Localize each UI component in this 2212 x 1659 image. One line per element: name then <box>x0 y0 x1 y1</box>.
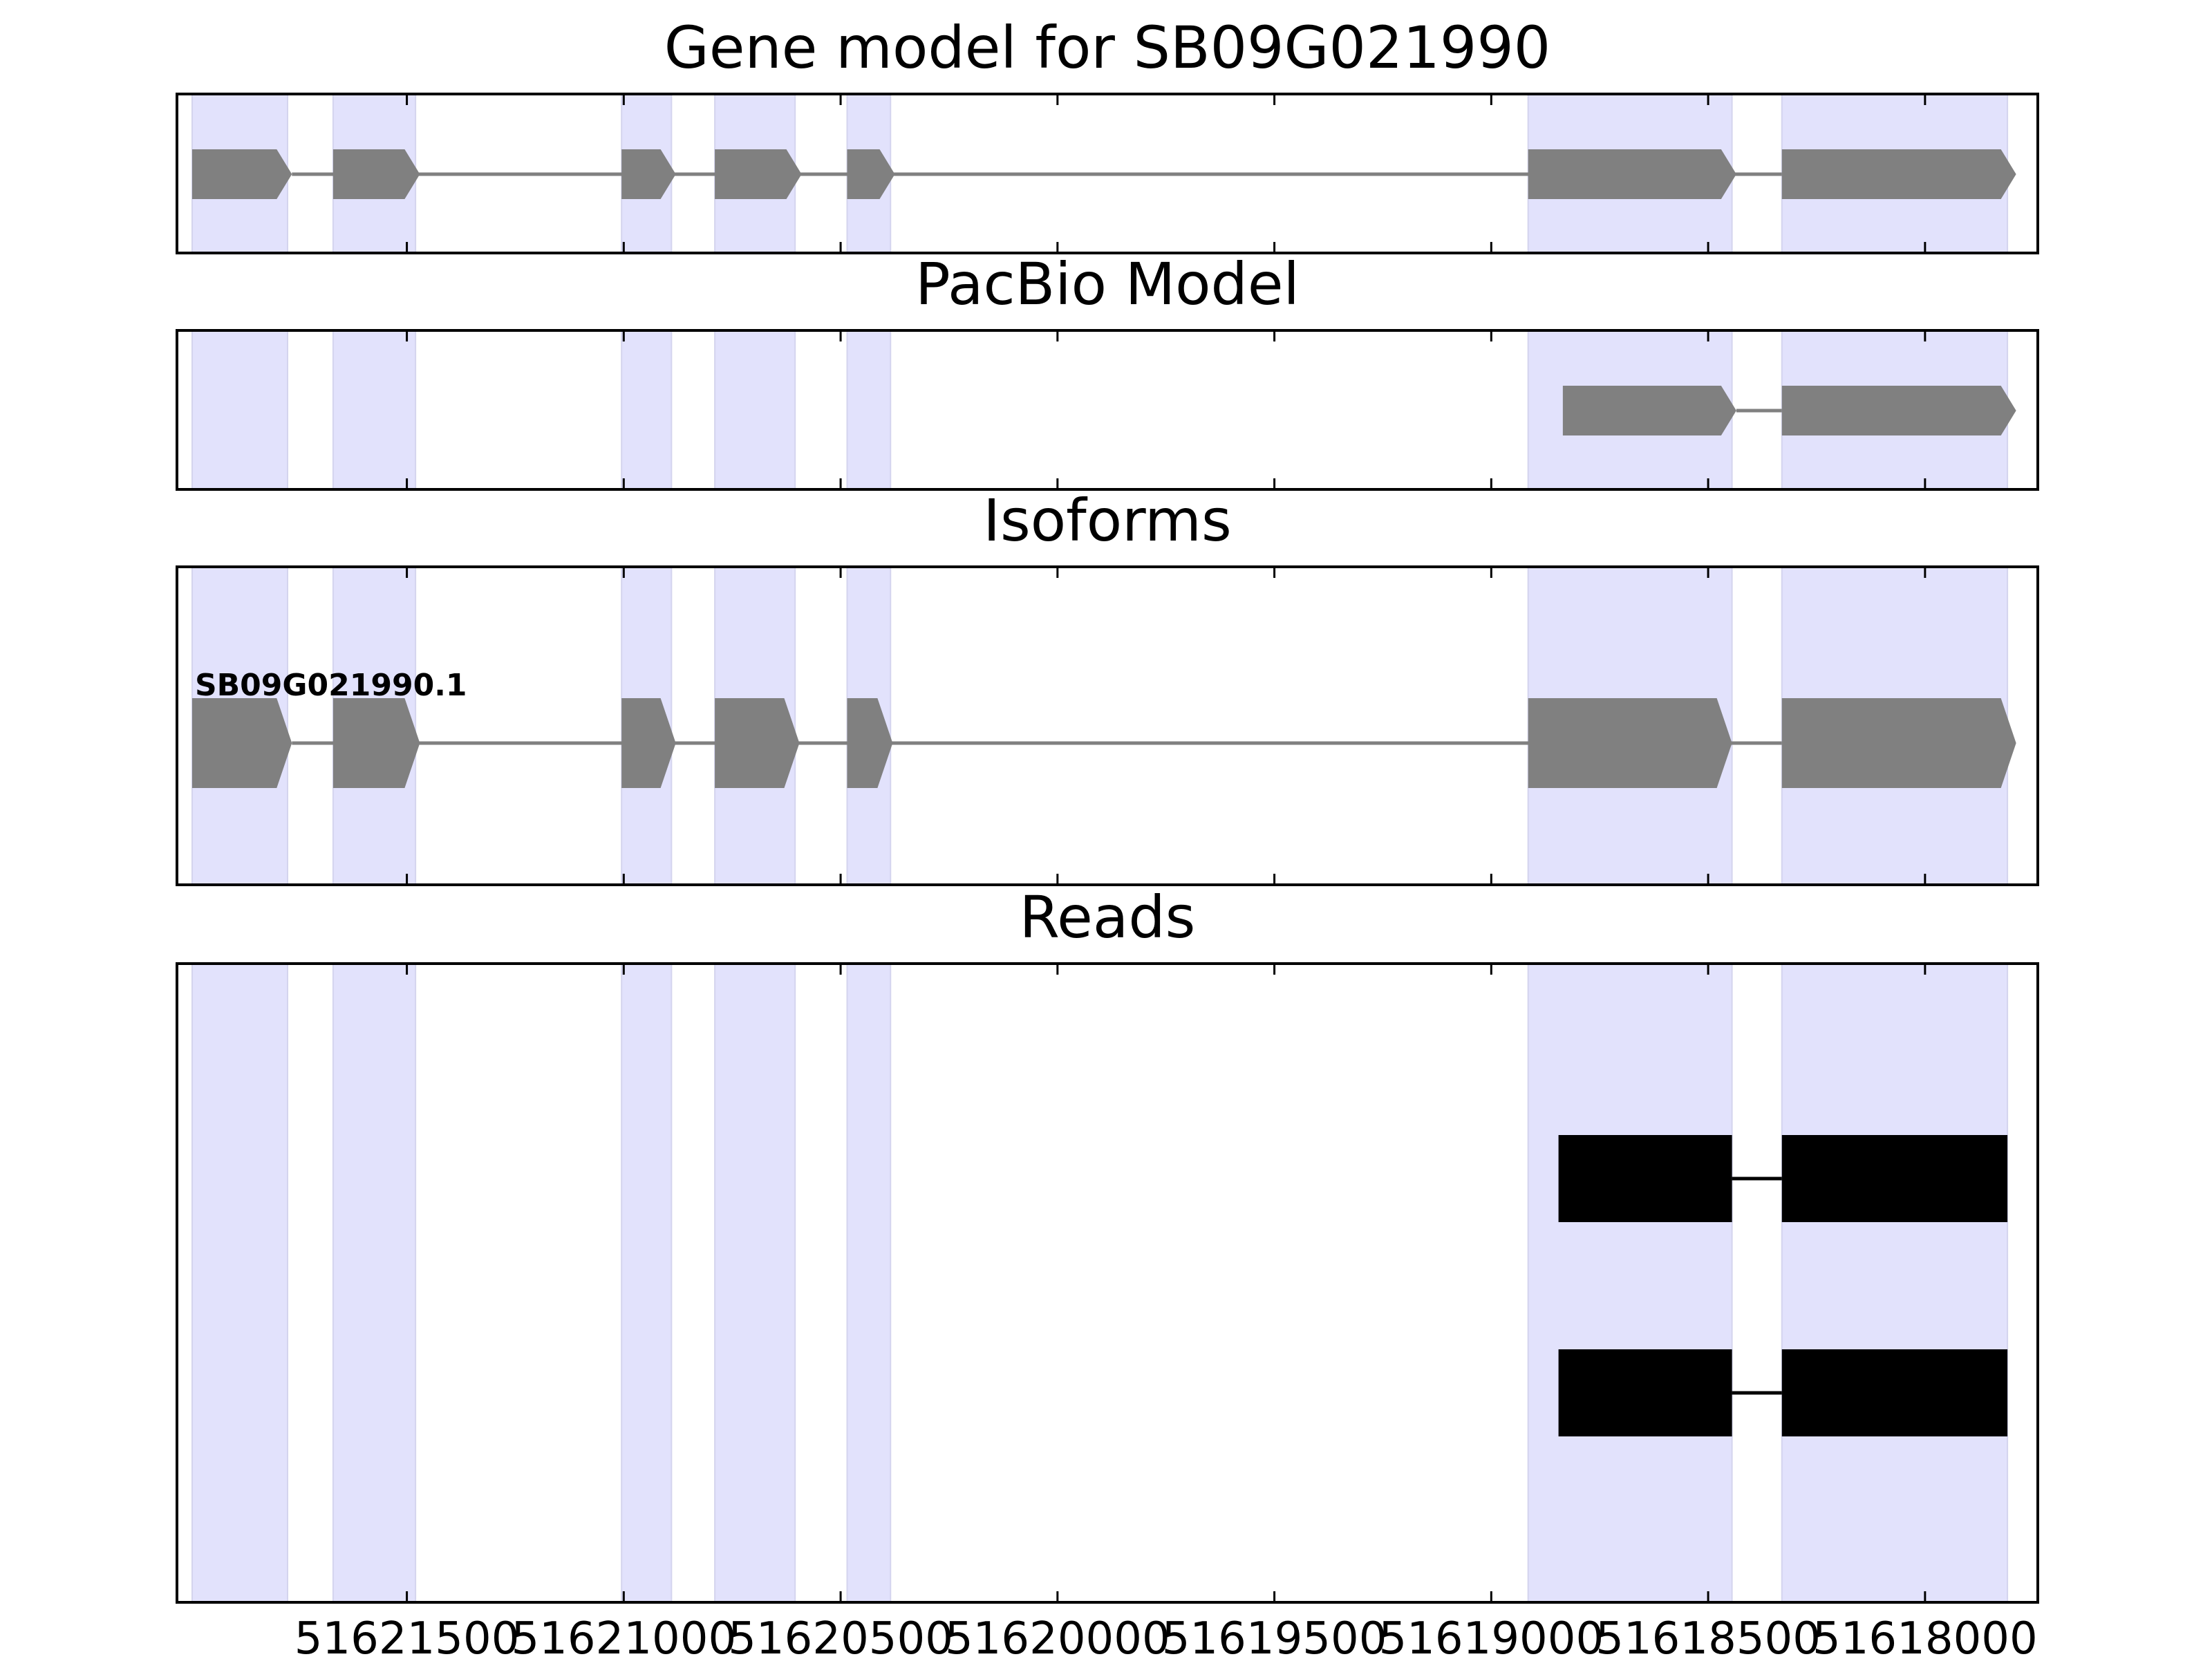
x-tick-label-4: 51619500 <box>1162 1613 1387 1659</box>
exon-gene-model-3 <box>715 149 802 199</box>
axes-frame-reads <box>176 962 2039 1604</box>
highlight-band-pacbio-model-4 <box>846 330 892 490</box>
read-0-block-1 <box>1781 1135 2008 1222</box>
x-tick-label-6: 51618500 <box>1595 1613 1821 1659</box>
exon-gene-model-6 <box>1781 149 2016 199</box>
highlight-band-reads-2 <box>621 963 673 1603</box>
highlight-band-reads-1 <box>332 963 417 1603</box>
exon-isoforms-0 <box>191 698 292 788</box>
exon-gene-model-0 <box>191 149 292 199</box>
x-tick-label-7: 51618000 <box>1812 1613 2038 1659</box>
axes-frame-gene-model <box>176 93 2039 254</box>
highlight-band-pacbio-model-2 <box>621 330 673 490</box>
exon-pacbio-model-1 <box>1781 386 2016 435</box>
exon-isoforms-1 <box>332 698 420 788</box>
x-tick-label-5: 51619000 <box>1378 1613 1604 1659</box>
highlight-band-pacbio-model-0 <box>191 330 289 490</box>
exon-pacbio-model-0 <box>1562 386 1736 435</box>
exon-isoforms-4 <box>847 698 893 788</box>
read-1-block-1 <box>1781 1349 2008 1436</box>
x-tick-label-0: 51621500 <box>294 1613 520 1659</box>
x-tick-label-1: 51621000 <box>511 1613 736 1659</box>
exon-isoforms-6 <box>1781 698 2016 788</box>
exon-isoforms-5 <box>1528 698 1732 788</box>
isoform-label: SB09G021990.1 <box>195 668 467 703</box>
x-tick-label-3: 51620000 <box>945 1613 1170 1659</box>
highlight-band-reads-3 <box>714 963 796 1603</box>
gene-model-title: Gene model for SB09G021990 <box>664 14 1550 82</box>
highlight-band-pacbio-model-1 <box>332 330 417 490</box>
highlight-band-pacbio-model-3 <box>714 330 796 490</box>
axes-frame-pacbio-model <box>176 329 2039 491</box>
exon-isoforms-2 <box>621 698 676 788</box>
x-tick-label-2: 51620500 <box>728 1613 953 1659</box>
reads-title: Reads <box>1020 883 1196 951</box>
read-1-block-0 <box>1558 1349 1732 1436</box>
exon-gene-model-1 <box>332 149 420 199</box>
axes-frame-isoforms <box>176 565 2039 886</box>
highlight-band-reads-5 <box>1527 963 1733 1603</box>
plot-layer: SB09G021990.1516215005162100051620500516… <box>176 93 2039 1659</box>
highlight-band-reads-4 <box>846 963 892 1603</box>
exon-gene-model-2 <box>621 149 676 199</box>
exon-gene-model-5 <box>1528 149 1736 199</box>
highlight-band-reads-6 <box>1781 963 2009 1603</box>
read-0-block-0 <box>1558 1135 1732 1222</box>
highlight-band-reads-0 <box>191 963 289 1603</box>
exon-isoforms-3 <box>715 698 800 788</box>
isoforms-title: Isoforms <box>983 487 1232 554</box>
exon-gene-model-4 <box>847 149 895 199</box>
pacbio-model-title: PacBio Model <box>915 250 1300 318</box>
